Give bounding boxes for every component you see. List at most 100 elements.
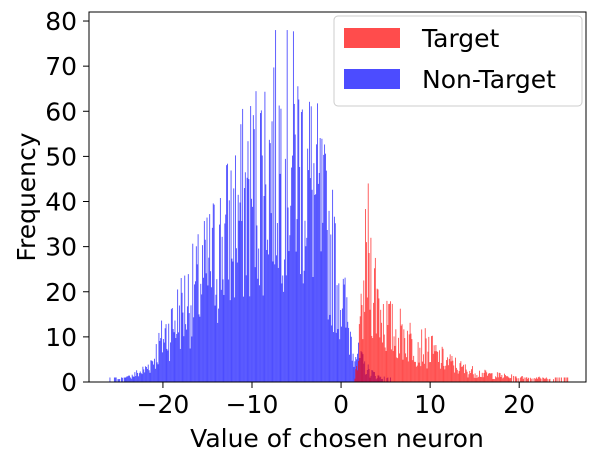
histogram-bar (557, 377, 559, 382)
histogram-bar (528, 377, 529, 382)
histogram-bar (351, 360, 353, 382)
series-non-target (109, 30, 391, 383)
histogram-bar (457, 373, 459, 382)
histogram-bar (553, 379, 554, 382)
histogram-bar (319, 138, 321, 382)
legend-swatch-non-target (344, 69, 400, 89)
histogram-bar (483, 372, 485, 382)
histogram-bar (428, 336, 430, 382)
histogram-bar (196, 264, 198, 382)
histogram-bar (173, 332, 175, 382)
histogram-bar (158, 332, 160, 382)
histogram-bar (477, 377, 479, 382)
histogram-bar (438, 361, 440, 382)
histogram-bar (172, 329, 174, 382)
histogram-bar (542, 377, 544, 382)
histogram-bar (325, 170, 327, 382)
histogram-bar (314, 195, 316, 382)
histogram-bar (365, 209, 366, 382)
histogram-bar (374, 268, 375, 382)
histogram-bar (536, 377, 538, 382)
histogram-bar (134, 372, 136, 382)
histogram-bar (219, 224, 220, 382)
histogram-bar (252, 115, 254, 382)
y-axis-ticks: 0 10 20 30 40 50 60 70 80 (45, 7, 89, 397)
histogram-bar (265, 184, 267, 382)
histogram-bar (268, 139, 270, 382)
histogram-bar (538, 376, 540, 382)
y-tick-label: 50 (45, 142, 77, 171)
histogram-bar (510, 377, 512, 382)
histogram-bar (481, 372, 483, 382)
histogram-bar (420, 366, 422, 382)
histogram-bar (157, 364, 159, 382)
histogram-bar (378, 298, 380, 382)
histogram-bar (137, 376, 139, 382)
histogram-bar (502, 378, 504, 382)
histogram-bar (506, 375, 508, 382)
histogram-bar (480, 376, 481, 382)
x-axis-label: Value of chosen neuron (190, 424, 484, 453)
histogram-bar (124, 377, 126, 382)
histogram-bar (563, 377, 565, 382)
histogram-bar (243, 188, 245, 382)
histogram-bar (178, 332, 179, 382)
histogram-bar (338, 283, 340, 382)
histogram-bar (439, 368, 441, 382)
histogram-bar (430, 362, 432, 382)
histogram-bar (169, 361, 171, 382)
histogram-bar (480, 377, 482, 382)
histogram-bar (259, 285, 261, 382)
histogram-bar (478, 376, 480, 382)
histogram-bar (279, 173, 281, 382)
histogram-bar (118, 379, 120, 382)
histogram-bar (448, 358, 450, 382)
histogram-bar (193, 317, 195, 382)
histogram-bar (340, 310, 342, 382)
histogram-bar (414, 361, 415, 382)
histogram-bar (260, 113, 261, 382)
histogram-bar (223, 294, 225, 382)
histogram-bar (127, 376, 129, 382)
histogram-bar (138, 373, 140, 382)
histogram-bar (262, 295, 264, 382)
histogram-bar (141, 374, 143, 382)
histogram-bar (366, 242, 367, 382)
histogram-bar (431, 335, 433, 382)
histogram-bar (382, 342, 383, 382)
histogram-bar (465, 369, 467, 382)
histogram-bar (366, 297, 368, 382)
histogram-bar (328, 210, 330, 382)
histogram-bar (162, 339, 164, 382)
histogram-bar (288, 251, 290, 382)
histogram-bar (225, 214, 227, 382)
y-tick-label: 60 (45, 97, 77, 126)
histogram-bar (421, 329, 423, 382)
histogram-bar (248, 179, 250, 382)
histogram-bar (472, 374, 474, 382)
histogram-bar (458, 371, 460, 382)
histogram-bar (316, 144, 318, 382)
histogram-bar (163, 342, 165, 382)
histogram-bar (439, 350, 440, 382)
histogram-bar (410, 333, 412, 382)
histogram-bar (320, 251, 322, 382)
histogram-bar (145, 366, 146, 382)
y-tick-label: 40 (45, 188, 77, 217)
histogram-bar (251, 206, 253, 382)
histogram-bar (473, 377, 475, 382)
histogram-bar (277, 267, 279, 382)
histogram-bar (379, 337, 381, 382)
histogram-bar (310, 106, 312, 382)
histogram-bar (148, 370, 150, 382)
histogram-bar (162, 352, 163, 382)
histogram-bar (468, 374, 470, 382)
histogram-bar (335, 332, 337, 382)
histogram-bar (165, 324, 167, 382)
histogram-bar (123, 377, 125, 382)
histogram-bar (199, 316, 201, 382)
y-tick-label: 30 (45, 233, 77, 262)
histogram-bar (337, 329, 339, 382)
histogram-bar (393, 336, 395, 382)
histogram-bar (218, 308, 220, 382)
